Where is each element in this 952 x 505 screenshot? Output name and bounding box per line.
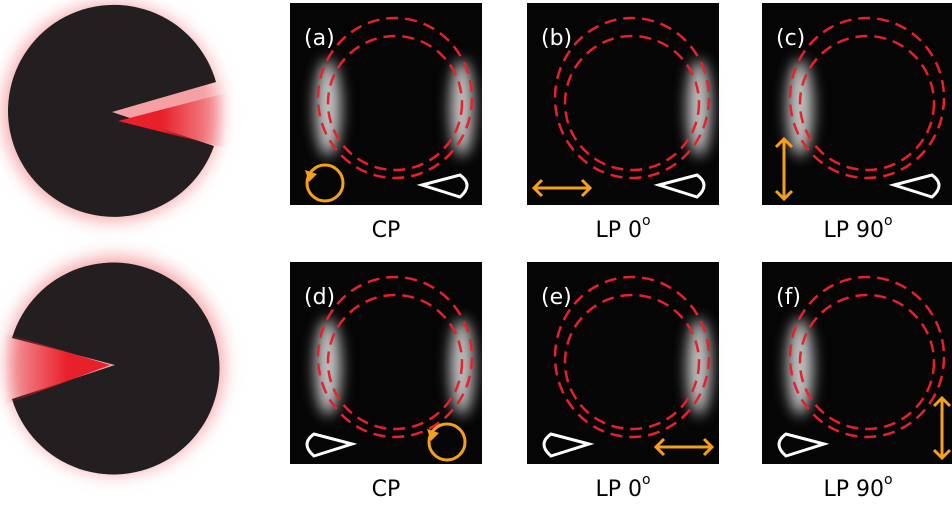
caption-text: LP 90 xyxy=(823,218,884,243)
caption-text: LP 0 xyxy=(595,218,642,243)
panel: (d) CP xyxy=(290,262,482,502)
panel-label: (f) xyxy=(776,285,801,310)
pacman-bottom xyxy=(4,257,223,475)
caption-text: LP 0 xyxy=(595,477,642,502)
panels: (a)CP(b)LP 0o(c)LP 90o(d)CP(e)LP 0o(f)LP… xyxy=(290,3,952,502)
panel-label: (a) xyxy=(304,26,335,51)
caption: CP xyxy=(372,477,401,502)
panel-label: (d) xyxy=(304,285,335,310)
caption-sup: o xyxy=(884,472,893,488)
panel-label: (e) xyxy=(541,285,572,310)
caption: LP 90o xyxy=(823,213,892,243)
caption-text: CP xyxy=(372,477,401,502)
panel: (b) LP 0o xyxy=(527,3,719,243)
figure: (a)CP(b)LP 0o(c)LP 90o(d)CP(e)LP 0o(f)LP… xyxy=(0,0,952,505)
panel-label: (b) xyxy=(541,26,572,51)
panel: (f) LP 90o xyxy=(762,262,952,502)
caption-text: LP 90 xyxy=(823,477,884,502)
panel: (e) LP 0o xyxy=(527,262,719,502)
caption-sup: o xyxy=(884,213,893,229)
caption: CP xyxy=(372,218,401,243)
caption: LP 90o xyxy=(823,472,892,502)
caption: LP 0o xyxy=(595,472,650,502)
caption-sup: o xyxy=(642,213,651,229)
caption-sup: o xyxy=(642,472,651,488)
panel-label: (c) xyxy=(776,26,805,51)
caption-text: CP xyxy=(372,218,401,243)
panel: (a) CP xyxy=(290,3,482,243)
caption: LP 0o xyxy=(595,213,650,243)
pacman-top xyxy=(4,4,226,220)
panel: (c) LP 90o xyxy=(762,3,952,243)
